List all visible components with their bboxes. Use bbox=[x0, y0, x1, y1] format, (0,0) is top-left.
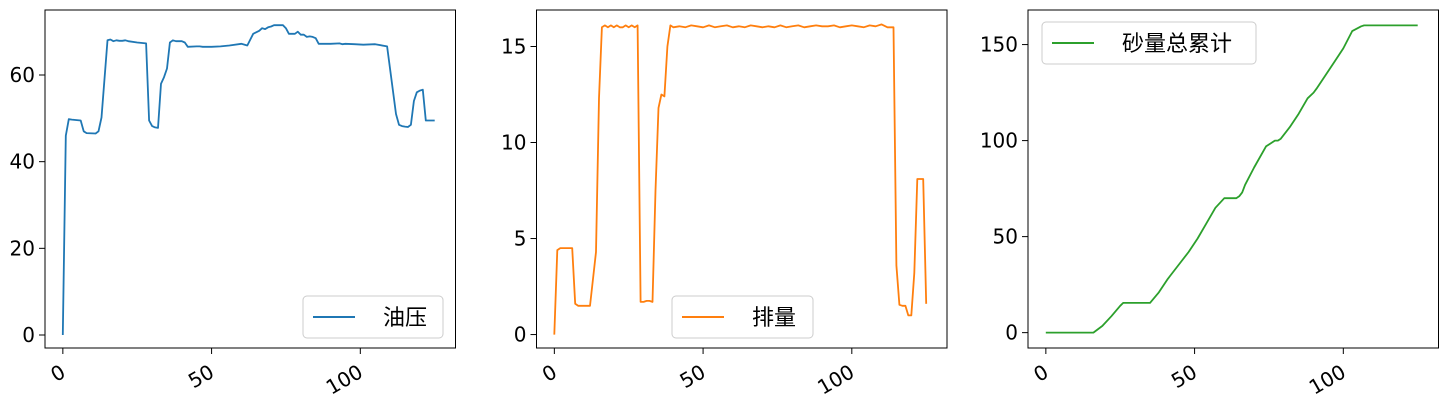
legend: 油压 bbox=[302, 295, 444, 339]
plot-area bbox=[1027, 9, 1439, 349]
y-tick-label: 0 bbox=[514, 323, 527, 347]
y-tick-label: 20 bbox=[10, 236, 35, 260]
series-line bbox=[61, 24, 435, 336]
y-tick-label: 10 bbox=[501, 131, 526, 155]
y-tick-label: 40 bbox=[10, 150, 35, 174]
legend-frame bbox=[302, 295, 444, 339]
y-tick-label: 60 bbox=[10, 63, 35, 87]
legend: 砂量总累计 bbox=[1041, 21, 1257, 65]
y-tick-label: 100 bbox=[980, 129, 1018, 153]
legend-frame bbox=[1041, 21, 1257, 65]
legend-label: 排量 bbox=[752, 306, 796, 331]
series-lines bbox=[61, 24, 435, 336]
y-tick-label: 0 bbox=[22, 323, 35, 347]
legend-label: 砂量总累计 bbox=[1122, 32, 1232, 57]
y-tick-label: 5 bbox=[514, 227, 527, 251]
series-line bbox=[553, 23, 928, 335]
legend-label: 油压 bbox=[383, 306, 427, 331]
plot-area bbox=[44, 9, 456, 349]
y-tick-label: 50 bbox=[993, 225, 1018, 249]
series-lines bbox=[553, 23, 928, 335]
y-tick-label: 0 bbox=[1005, 321, 1018, 345]
plot-area bbox=[536, 9, 948, 349]
legend-frame bbox=[671, 295, 814, 339]
series-line bbox=[1045, 24, 1418, 334]
y-tick-label: 15 bbox=[501, 34, 526, 58]
y-tick-label: 150 bbox=[980, 33, 1018, 57]
series-lines bbox=[1045, 24, 1418, 334]
legend: 排量 bbox=[671, 295, 814, 339]
